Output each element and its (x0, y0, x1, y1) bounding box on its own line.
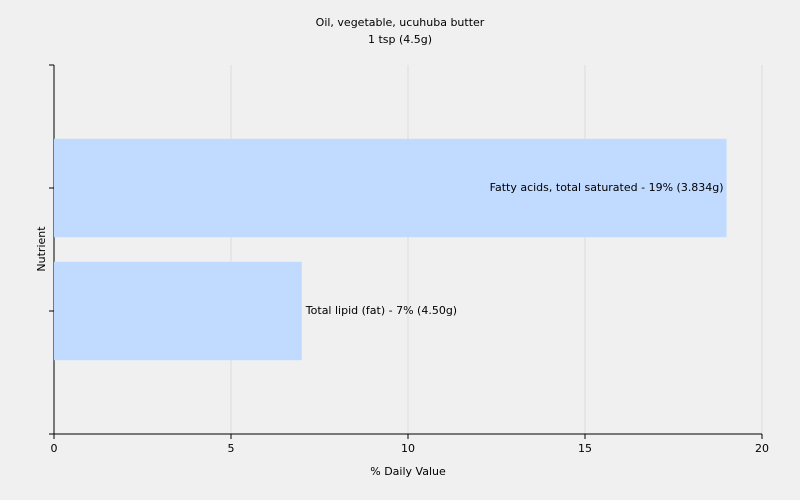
chart-title: Oil, vegetable, ucuhuba butter (316, 16, 485, 29)
data-label: Fatty acids, total saturated - 19% (3.83… (490, 181, 724, 194)
chart-subtitle: 1 tsp (4.5g) (368, 33, 432, 46)
x-tick-label: 0 (51, 442, 58, 455)
y-axis-label: Nutrient (35, 226, 48, 272)
x-axis-label: % Daily Value (370, 465, 446, 478)
data-label: Total lipid (fat) - 7% (4.50g) (305, 304, 457, 317)
x-tick-label: 5 (228, 442, 235, 455)
bar (54, 261, 302, 361)
x-tick-label: 15 (578, 442, 592, 455)
bar (54, 138, 727, 238)
x-tick-label: 10 (401, 442, 415, 455)
x-tick-label: 20 (755, 442, 769, 455)
